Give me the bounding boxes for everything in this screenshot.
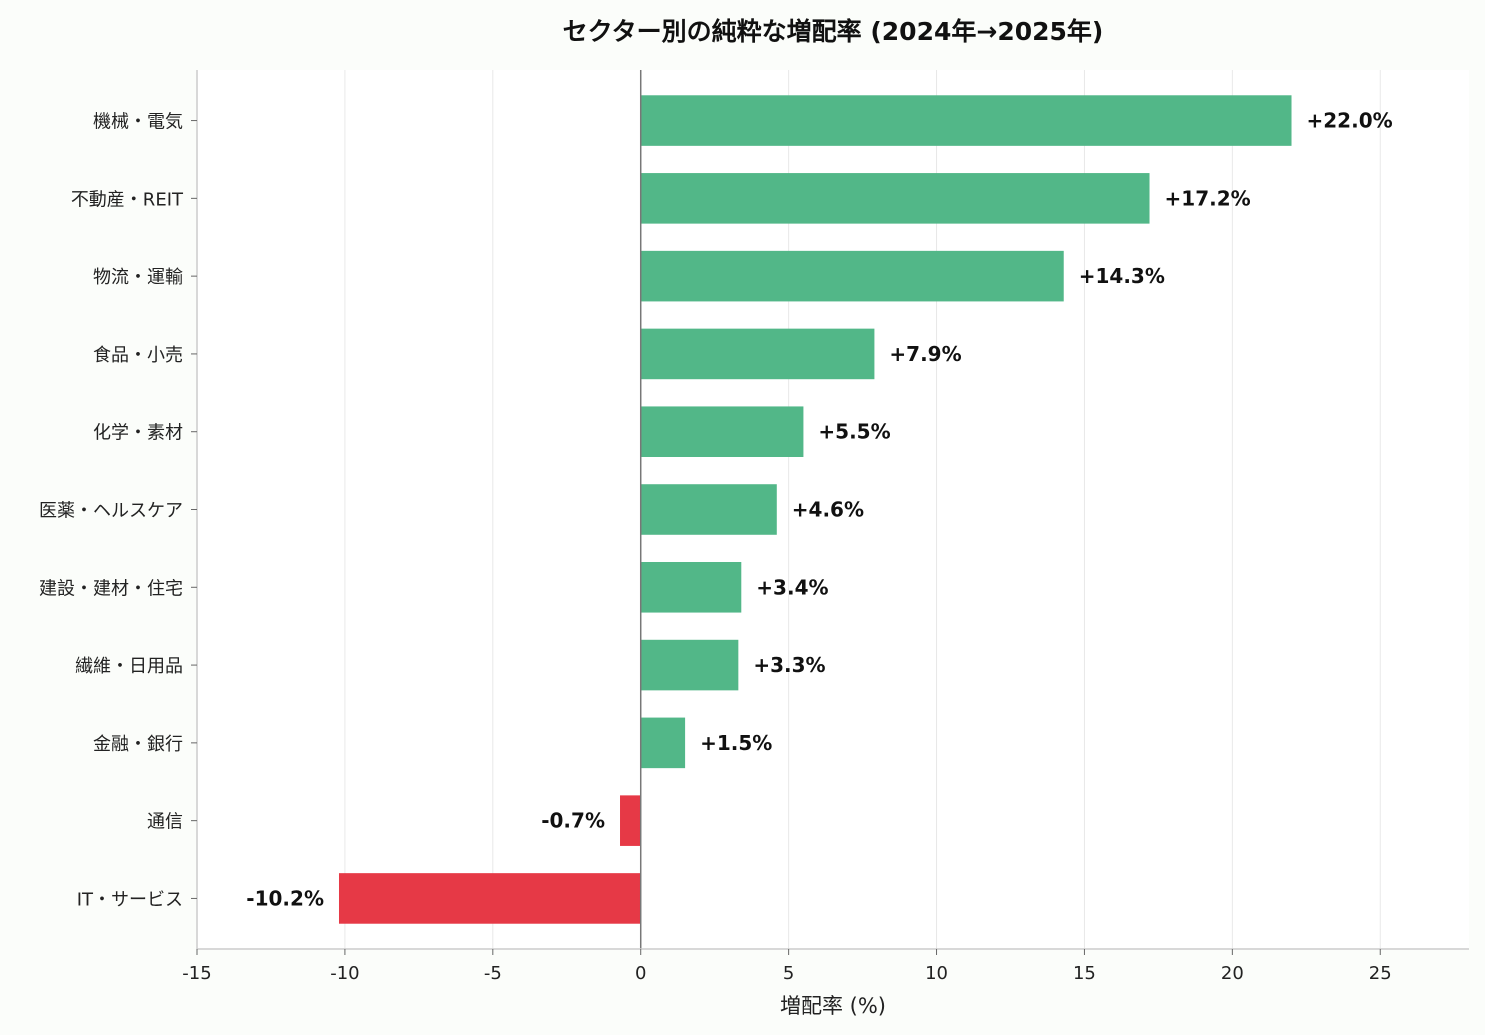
x-axis-ticks: -15 -10 -5 0 5 10 15 20 25 xyxy=(182,949,1392,984)
x-tick-label: 25 xyxy=(1369,963,1392,984)
category-label: 繊維・日用品 xyxy=(75,656,183,677)
bar xyxy=(640,95,1292,146)
data-label: +3.4% xyxy=(756,575,828,599)
data-label: +7.9% xyxy=(889,342,961,366)
x-tick-label: -15 xyxy=(182,963,211,984)
bar xyxy=(640,173,1150,224)
data-label: +1.5% xyxy=(700,731,772,755)
chart-title: セクター別の純粋な増配率 (2024年→2025年) xyxy=(563,17,1104,46)
category-label: 不動産・REIT xyxy=(71,189,184,210)
bar xyxy=(640,562,742,613)
category-label: 機械・電気 xyxy=(93,112,183,133)
data-label: +3.3% xyxy=(753,653,825,677)
data-label: +5.5% xyxy=(818,420,890,444)
x-tick-label: 15 xyxy=(1073,963,1096,984)
bar xyxy=(640,717,686,769)
bar xyxy=(620,795,641,846)
x-tick-label: -10 xyxy=(330,963,359,984)
bar xyxy=(338,873,641,924)
category-label: 建設・建材・住宅 xyxy=(39,578,183,599)
x-tick-label: 10 xyxy=(925,963,948,984)
data-label: -10.2% xyxy=(246,886,324,910)
bar xyxy=(640,250,1064,302)
x-tick-label: 20 xyxy=(1221,963,1244,984)
category-label: 金融・銀行 xyxy=(93,734,183,755)
x-axis-label: 増配率 (%) xyxy=(780,994,886,1018)
data-labels: +22.0% +17.2% +14.3% +7.9% +5.5% +4.6% +3.4% +3… xyxy=(246,109,1392,911)
data-label: +22.0% xyxy=(1307,109,1393,133)
bar xyxy=(640,328,875,380)
x-tick-label: -5 xyxy=(484,963,502,984)
category-label: 物流・運輸 xyxy=(93,267,183,288)
category-label: 通信 xyxy=(147,812,183,833)
category-label: IT・サービス xyxy=(77,889,183,910)
data-label: -0.7% xyxy=(541,809,605,833)
category-label: 食品・小売 xyxy=(93,345,183,366)
data-label: +17.2% xyxy=(1165,186,1251,210)
bar xyxy=(640,484,777,535)
x-tick-label: 5 xyxy=(783,963,794,984)
data-label: +14.3% xyxy=(1079,264,1165,288)
category-label: 医薬・ヘルスケア xyxy=(39,501,183,522)
bars xyxy=(338,95,1292,924)
x-tick-label: 0 xyxy=(635,963,646,984)
bar xyxy=(640,406,804,457)
category-label: 化学・素材 xyxy=(93,423,183,444)
data-label: +4.6% xyxy=(792,498,864,522)
bar xyxy=(640,639,739,691)
